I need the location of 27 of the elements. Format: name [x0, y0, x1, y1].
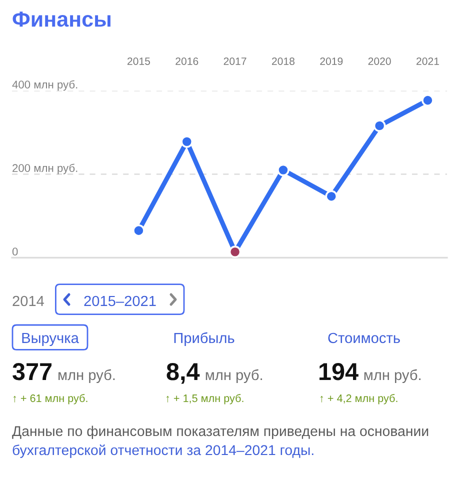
text: 2014 — [12, 296, 44, 306]
text: млн руб. — [206, 369, 262, 384]
text: ↑ + 1,5 млн руб. — [166, 394, 244, 404]
x-tick-label: 2016 — [176, 58, 198, 66]
text: млн руб. — [364, 369, 420, 384]
x-tick-label: 2015 — [127, 58, 150, 66]
y-tick-label: 400 млн руб. — [12, 80, 78, 91]
x-tick-label: 2018 — [272, 58, 294, 66]
text: ↑ + 4,2 млн руб. — [320, 394, 398, 404]
text: 8,4 — [166, 363, 200, 384]
chart-title: Финансы — [12, 12, 110, 27]
text: Выручка — [22, 332, 79, 346]
text: Стоимость — [328, 332, 400, 344]
x-tick-label: 2021 — [416, 58, 439, 66]
text: млн руб. — [58, 369, 115, 384]
text: Прибыль — [174, 332, 234, 346]
x-tick-label: 2020 — [368, 58, 391, 66]
y-tick-label: 0 — [12, 248, 18, 256]
x-tick-label: 2019 — [320, 58, 343, 66]
text: 377 — [12, 363, 52, 380]
x-tick-label: 2017 — [224, 58, 246, 66]
y-tick-label: 200 млн руб. — [12, 164, 78, 174]
text: ↑ + 61 млн руб. — [13, 394, 88, 404]
text: 194 — [320, 363, 358, 380]
text: Данные по финансовым показателям приведены на основании — [12, 426, 428, 439]
text: 2015–2021 — [84, 296, 156, 306]
text: бухгалтерской отчетности за 2014–2021 годы. — [12, 444, 314, 458]
